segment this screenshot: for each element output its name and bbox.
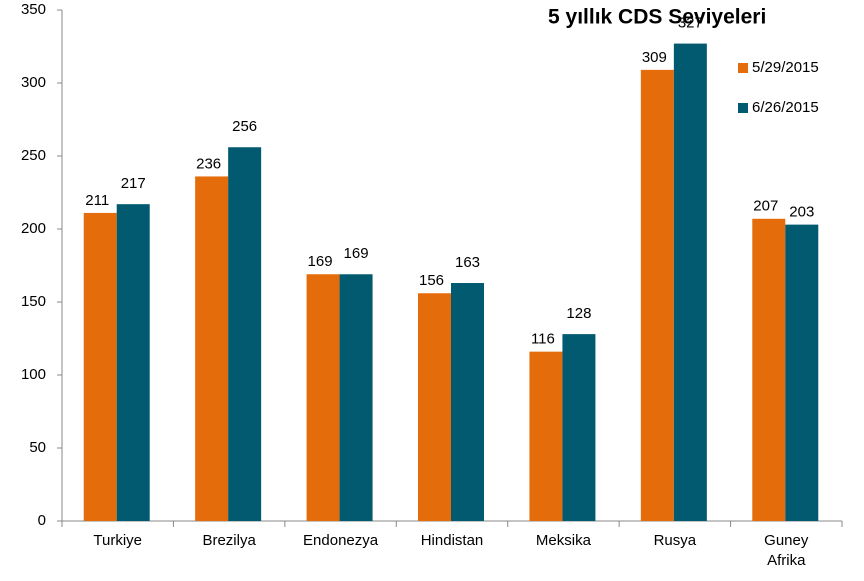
x-tick-label: Turkiye [93, 532, 142, 549]
data-label: 116 [531, 331, 555, 348]
data-label: 327 [678, 15, 703, 32]
bar [640, 69, 674, 522]
y-tick-label: 0 [38, 512, 46, 529]
bar [673, 43, 707, 522]
bar [529, 351, 563, 521]
data-label: 128 [566, 305, 591, 322]
x-tick-label: Hindistan [421, 532, 484, 549]
x-tick-label: Guney Afrika [764, 532, 809, 569]
legend-label: 5/29/2015 [752, 59, 819, 76]
data-label: 211 [85, 192, 109, 209]
y-tick-label: 200 [21, 220, 46, 237]
legend-swatch [738, 63, 748, 73]
y-tick-label: 250 [21, 147, 46, 164]
chart-title: 5 yıllık CDS Seviyeleri [548, 6, 766, 29]
bar [116, 204, 150, 521]
y-tick-label: 350 [21, 1, 46, 18]
y-tick-label: 50 [29, 439, 46, 456]
data-label: 169 [344, 245, 369, 262]
x-tick-label: Rusya [654, 532, 697, 549]
x-tick-label: Brezilya [202, 532, 256, 549]
bar [451, 283, 484, 521]
data-label: 256 [232, 118, 257, 135]
data-label: 217 [121, 175, 146, 192]
bar [306, 274, 340, 521]
bar [83, 212, 117, 521]
data-label: 203 [789, 204, 814, 221]
data-label: 309 [642, 49, 667, 66]
y-tick-label: 100 [21, 366, 46, 383]
legend-label: 6/26/2015 [752, 99, 819, 116]
bar [228, 147, 262, 522]
x-tick-label: Endonezya [303, 532, 379, 549]
y-tick-label: 300 [21, 74, 46, 91]
data-label: 207 [753, 198, 778, 215]
data-label: 163 [455, 254, 480, 271]
bar [339, 274, 373, 521]
legend-swatch [738, 103, 748, 113]
bar [562, 334, 596, 521]
data-label: 169 [308, 253, 333, 270]
bar [752, 218, 786, 521]
bar [785, 224, 819, 521]
bar [418, 293, 451, 521]
x-tick-label: Meksika [536, 532, 592, 549]
bar [195, 176, 229, 521]
y-tick-label: 150 [21, 293, 46, 310]
data-label: 156 [419, 272, 444, 289]
data-label: 236 [196, 155, 221, 172]
